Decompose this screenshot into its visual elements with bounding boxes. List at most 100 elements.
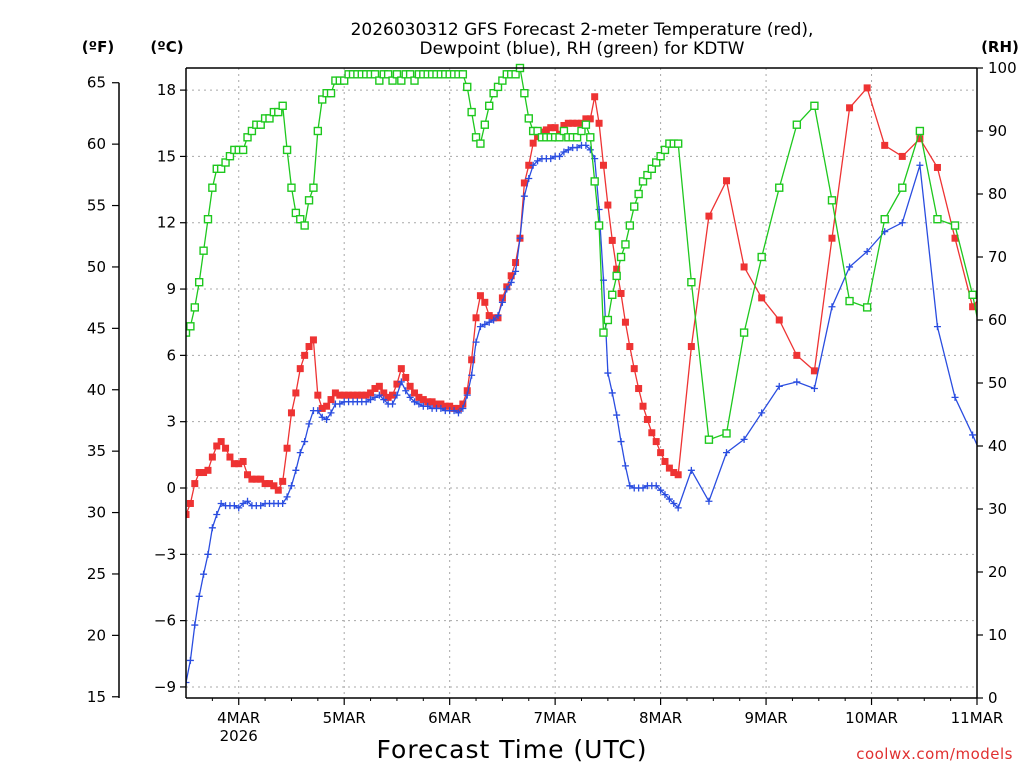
dewpoint-point	[494, 312, 502, 320]
rh-tick-label: 30	[988, 500, 1007, 518]
rh-point	[621, 240, 630, 249]
temperature-point	[327, 396, 335, 404]
temperature-point	[498, 294, 506, 302]
x-tick-label: 9MAR	[744, 709, 787, 727]
rh-point	[375, 76, 384, 85]
dewpoint-point	[503, 285, 511, 293]
rh-point	[647, 164, 657, 174]
temperature-point	[630, 365, 638, 373]
temperature-point	[424, 398, 432, 406]
rh-point	[471, 133, 481, 142]
temperature-point	[415, 393, 423, 401]
credit-label: coolwx.com/models	[856, 745, 1013, 763]
dewpoint-point	[520, 192, 528, 200]
temperature-point	[314, 391, 322, 399]
rh-point	[652, 158, 661, 167]
dewpoint-point	[186, 679, 190, 687]
rh-point	[586, 133, 595, 142]
rh-tick-label: 0	[988, 689, 998, 707]
tick-labels: −9 −6 −3 0 3 6 9 12 15 18 15 20 25 30 35 40 45 50 55 60 65 0 1…	[87, 59, 1017, 745]
rh-point	[274, 107, 283, 117]
dewpoint-point	[661, 491, 669, 499]
temperature-point	[213, 442, 221, 450]
rh-point	[862, 303, 872, 312]
rh-point	[225, 151, 235, 161]
rh-tick-label: 60	[988, 311, 1007, 329]
temperature-point	[485, 312, 493, 320]
c-tick-label: 9	[166, 280, 176, 298]
rh-point	[370, 70, 380, 79]
f-tick-label: 50	[87, 258, 106, 276]
temperature-point	[863, 84, 871, 92]
temperature-point	[542, 126, 550, 134]
temperature-point	[951, 234, 959, 242]
temperature-point	[380, 389, 388, 397]
rh-point	[827, 196, 837, 205]
chart-title-line2: Dewpoint (blue), RH (green) for KDTW	[419, 39, 744, 59]
temperature-point	[217, 438, 225, 446]
rh-point	[581, 120, 591, 129]
temperature-point	[336, 391, 344, 399]
rh-point	[608, 290, 617, 299]
rh-point	[243, 133, 252, 142]
rh-point	[660, 145, 670, 155]
x-tick-label: 8MAR	[639, 709, 682, 727]
rh-point	[630, 202, 639, 211]
temperature-point	[687, 343, 695, 351]
temperature-point	[349, 391, 357, 399]
f-tick-label: 35	[87, 442, 106, 460]
rh-point	[388, 76, 397, 85]
temperature-point	[454, 404, 462, 412]
rh-point	[247, 126, 257, 136]
c-tick-label: 18	[157, 81, 176, 99]
dewpoint-point	[191, 621, 199, 629]
dewpoint-point	[235, 504, 243, 512]
dewpoint-point	[507, 278, 515, 286]
series-temperature	[186, 84, 977, 519]
temperature-point	[617, 289, 625, 297]
c-tick-label: 6	[166, 346, 176, 364]
temperature-point	[309, 336, 317, 344]
rh-point	[643, 170, 652, 180]
dewpoint-point	[213, 511, 221, 519]
dewpoint-point	[380, 396, 388, 404]
dewpoint-point	[424, 402, 432, 410]
rh-point	[208, 183, 217, 192]
dewpoint-point	[490, 316, 498, 324]
dewpoint-point	[828, 303, 836, 311]
dewpoint-point	[472, 338, 480, 346]
temperature-point	[476, 292, 484, 300]
dewpoint-point	[327, 409, 335, 417]
dewpoint-point	[604, 369, 612, 377]
temperature-point	[186, 511, 190, 519]
x-tick-label: 10MAR	[845, 709, 898, 727]
dewpoint-point	[687, 466, 695, 474]
rh-point	[458, 70, 468, 79]
temperature-point	[353, 391, 361, 399]
c-tick-label: 12	[157, 214, 176, 232]
rh-point	[810, 101, 819, 111]
x-tick-label: 7MAR	[534, 709, 577, 727]
temperature-point	[459, 400, 467, 408]
rh-point	[845, 296, 854, 306]
temperature-point	[661, 457, 669, 465]
dewpoint-point	[810, 385, 818, 393]
temperature-point	[463, 387, 471, 395]
rh-point	[950, 221, 960, 230]
temperature-point	[283, 444, 291, 452]
temperature-point	[358, 391, 366, 399]
rh-point	[203, 214, 213, 224]
rh-point	[656, 151, 665, 161]
dewpoint-point	[287, 482, 295, 490]
f-tick-label: 20	[87, 626, 106, 644]
rh-point	[318, 95, 327, 104]
rh-point	[326, 88, 336, 98]
temperature-point	[547, 124, 555, 132]
temperature-point	[578, 119, 585, 127]
c-tick-label: −3	[154, 545, 176, 563]
rh-point	[915, 126, 925, 136]
temperature-point	[573, 119, 581, 127]
f-tick-label: 55	[87, 197, 106, 215]
rh-point	[221, 158, 230, 167]
temperature-point	[582, 115, 590, 123]
